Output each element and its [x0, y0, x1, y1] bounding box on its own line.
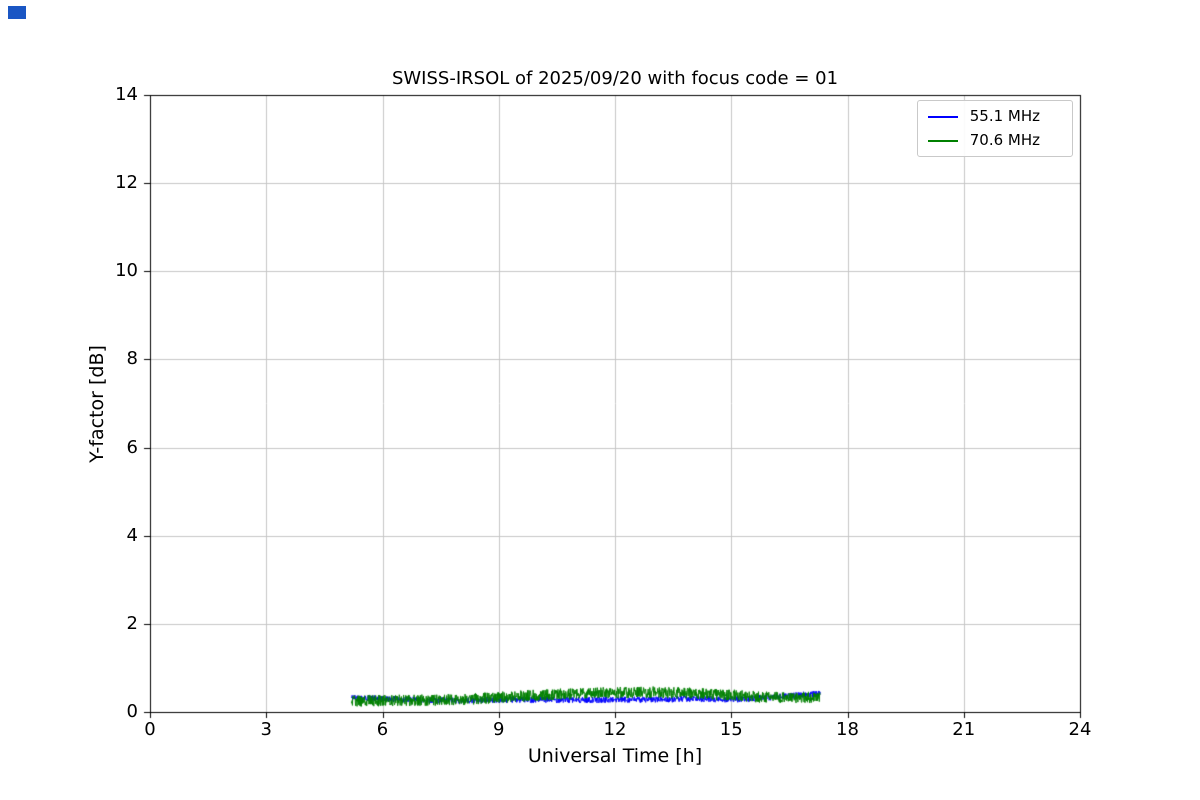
- x-tick-label: 24: [1068, 719, 1092, 740]
- legend-label: 55.1 MHz: [969, 107, 1040, 125]
- y-tick-label: 12: [115, 172, 138, 194]
- x-tick-label: 6: [376, 719, 389, 740]
- legend-line-swatch: [927, 139, 958, 142]
- y-tick-label: 8: [126, 348, 138, 370]
- x-tick-label: 18: [836, 719, 859, 740]
- legend-entry: 70.6 MHz: [927, 131, 1062, 150]
- legend-line-swatch: [927, 115, 958, 118]
- y-tick-label: 6: [126, 436, 138, 458]
- legend-entry: 55.1 MHz: [927, 107, 1062, 126]
- y-tick-label: 4: [126, 524, 138, 546]
- y-tick-label: 0: [126, 701, 138, 722]
- y-tick-label: 10: [115, 260, 138, 282]
- y-tick-label: 14: [115, 84, 138, 105]
- x-tick-label: 15: [719, 719, 743, 740]
- x-axis-label: Universal Time [h]: [527, 745, 703, 767]
- x-tick-label: 3: [260, 719, 272, 740]
- legend-label: 70.6 MHz: [969, 131, 1040, 149]
- x-tick-label: 9: [493, 719, 505, 740]
- x-tick-label: 12: [603, 719, 627, 740]
- legend: 55.1 MHz 70.6 MHz: [916, 100, 1073, 157]
- x-tick-label: 0: [144, 719, 156, 740]
- chart-title: SWISS-IRSOL of 2025/09/20 with focus cod…: [391, 68, 839, 89]
- y-tick-label: 2: [126, 612, 138, 634]
- x-tick-label: 21: [952, 719, 976, 740]
